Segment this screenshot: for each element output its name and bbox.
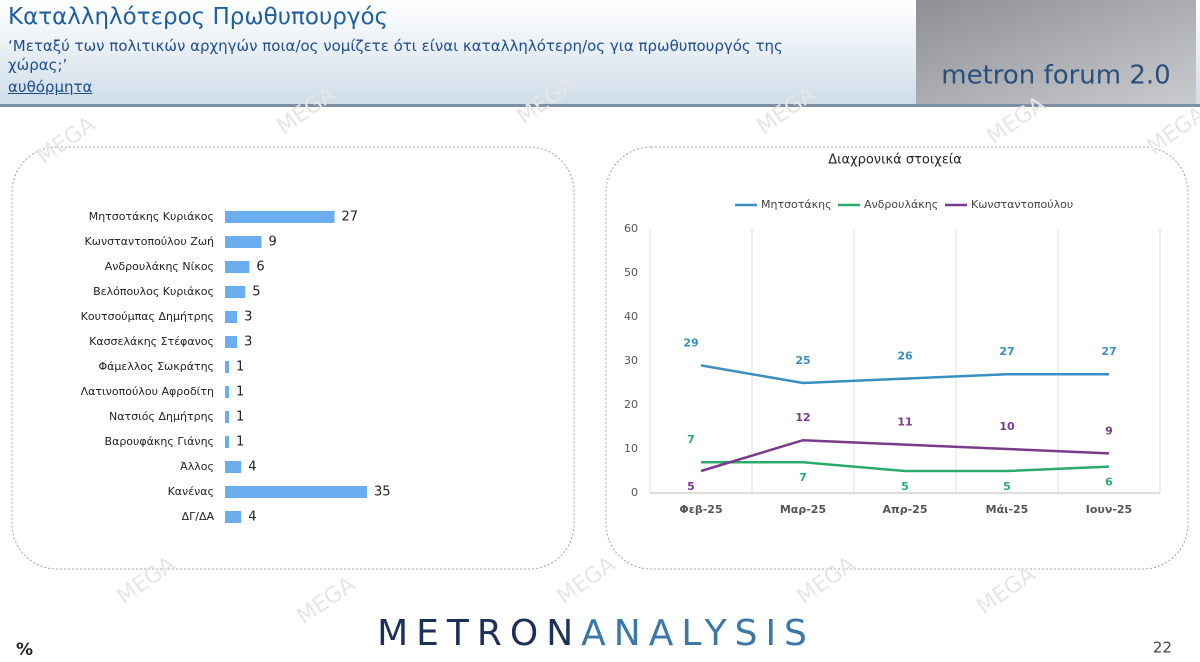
note: αυθόρμητα	[8, 78, 93, 96]
value-label: 3	[244, 310, 252, 325]
unit: %	[16, 640, 33, 660]
y-tick-label: 30	[624, 354, 638, 367]
left-panel	[11, 146, 575, 570]
value-label: 1	[236, 385, 244, 400]
value-label: 9	[269, 235, 277, 250]
x-tick-label: Απρ-25	[883, 503, 928, 516]
category-label: Κανένας	[168, 485, 214, 498]
bar	[225, 386, 230, 398]
category-label: Άλλος	[180, 460, 214, 473]
category-label: Νατσιός Δημήτρης	[109, 410, 214, 423]
chart-title: Διαχρονικά στοιχεία	[828, 153, 962, 168]
watermark: MEGA	[293, 572, 361, 630]
category-label: Λατινοπούλου Αφροδίτη	[81, 385, 214, 398]
value-label: 1	[236, 360, 244, 375]
bar	[225, 361, 230, 373]
category-label: Κασσελάκης Στέφανος	[89, 335, 214, 348]
question: ‘Μεταξύ των πολιτικών αρχηγών ποια/ος νο…	[8, 37, 783, 74]
watermark: MEGA	[553, 552, 621, 610]
x-tick-label: Μάι-25	[986, 503, 1029, 516]
series-line	[700, 364, 1109, 385]
data-label: 6	[1105, 476, 1113, 489]
page-number: 22	[1153, 639, 1172, 657]
value-label: 4	[248, 510, 256, 525]
category-label: Βαρουφάκης Γιάνης	[105, 435, 214, 448]
data-label: 7	[799, 471, 807, 484]
brand-2: ANALYSIS	[581, 613, 815, 654]
data-label: 26	[897, 350, 913, 363]
y-tick-label: 60	[624, 222, 638, 235]
category-label: Ανδρουλάκης Νίκος	[105, 260, 214, 273]
x-tick-label: Φεβ-25	[679, 503, 722, 516]
y-tick-label: 10	[624, 442, 638, 455]
data-label: 9	[1105, 424, 1113, 437]
value-label: 1	[236, 435, 244, 450]
value-label: 27	[342, 210, 359, 225]
bar	[225, 336, 238, 348]
right-panel	[605, 146, 1189, 570]
watermark: MEGA	[973, 562, 1041, 620]
category-label: Βελόπουλος Κυριάκος	[93, 285, 214, 298]
category-label: Μητσοτάκης Κυριάκος	[89, 210, 214, 223]
category-label: Κουτσούμπας Δημήτρης	[81, 310, 214, 323]
watermark: MEGA	[113, 552, 181, 610]
data-label: 27	[1101, 345, 1116, 358]
slide-title: Καταλληλότερος Πρωθυπουργός	[8, 4, 389, 30]
bar	[225, 211, 335, 223]
bar	[225, 486, 367, 498]
y-tick-label: 20	[624, 398, 638, 411]
bar	[225, 261, 250, 273]
bar	[225, 411, 230, 423]
x-tick-label: Ιουν-25	[1086, 503, 1132, 516]
data-label: 11	[897, 416, 912, 429]
bar	[225, 286, 246, 298]
category-label: Κωνσταντοπούλου Ζωή	[85, 235, 214, 248]
y-tick-label: 40	[624, 310, 638, 323]
data-label: 5	[901, 480, 909, 493]
bar	[225, 311, 238, 323]
watermark: MEGA	[33, 112, 101, 170]
data-label: 27	[999, 345, 1014, 358]
y-tick-label: 0	[631, 486, 638, 499]
value-label: 1	[236, 410, 244, 425]
category-label: Φάμελλος Σωκράτης	[99, 360, 214, 373]
data-label: 29	[683, 336, 698, 349]
data-label: 5	[1003, 480, 1011, 493]
value-label: 4	[248, 460, 256, 475]
bar	[225, 461, 242, 473]
logo-text: metron forum 2.0	[941, 61, 1170, 91]
bar	[225, 236, 262, 248]
y-tick-label: 50	[624, 266, 638, 279]
legend-label: Κωνσταντοπούλου	[971, 198, 1073, 211]
legend-label: Μητσοτάκης	[761, 198, 832, 211]
watermark: MEGA	[1143, 102, 1200, 160]
value-label: 3	[244, 335, 252, 350]
legend-label: Ανδρουλάκης	[864, 198, 938, 211]
data-label: 10	[999, 420, 1015, 433]
x-tick-label: Μαρ-25	[780, 503, 826, 516]
value-label: 5	[252, 285, 260, 300]
series-line	[701, 460, 1110, 473]
data-label: 7	[687, 433, 695, 446]
value-label: 6	[256, 260, 264, 275]
series-line	[700, 438, 1110, 473]
bar	[225, 511, 242, 523]
value-label: 35	[374, 485, 391, 500]
bar	[225, 436, 230, 448]
category-label: ΔΓ/ΔΑ	[182, 510, 215, 523]
header-rule	[0, 104, 1200, 107]
data-label: 25	[795, 354, 810, 367]
data-label: 12	[795, 411, 810, 424]
watermark: MEGA	[793, 552, 861, 610]
brand: METRONANALYSIS	[377, 613, 815, 654]
brand-1: METRON	[377, 613, 581, 654]
data-label: 5	[687, 480, 695, 493]
logo-photo	[916, 0, 1196, 104]
